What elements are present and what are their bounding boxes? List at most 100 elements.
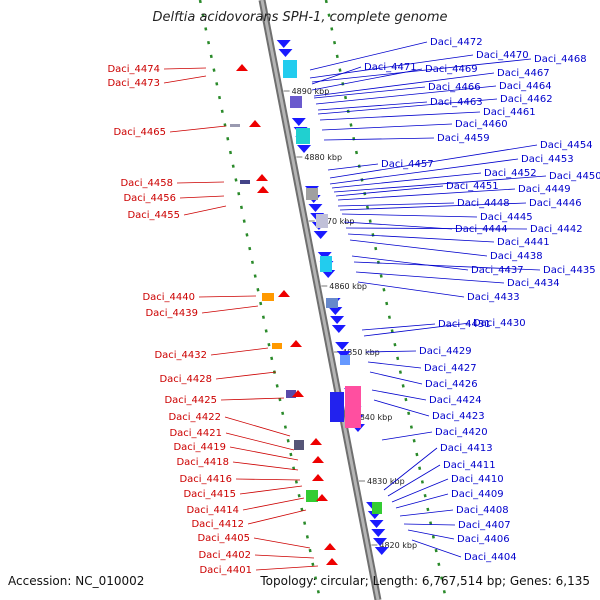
- forward-gene-label: Daci_4470: [476, 50, 529, 61]
- forward-gene-leader: [337, 188, 516, 201]
- reverse-gene-leader: [235, 478, 301, 481]
- reverse-gene-leader: [163, 67, 207, 70]
- reverse-gene-label: Daci_4405: [197, 533, 250, 544]
- kbp-label: 4820 kbp: [379, 541, 417, 550]
- forward-gene-label: Daci_4464: [499, 81, 552, 92]
- gene-feature-box: [230, 124, 240, 127]
- reverse-gene-label: Daci_4455: [127, 210, 180, 221]
- forward-gene-label: Daci_4424: [429, 395, 482, 406]
- forward-gene-leader: [329, 144, 538, 179]
- forward-gene-label: Daci_4423: [432, 411, 485, 422]
- forward-gene-leader: [315, 85, 497, 105]
- forward-gene-label: Daci_4450: [549, 171, 600, 182]
- forward-gene-arrow: [297, 145, 312, 153]
- forward-gene-label: Daci_4446: [529, 198, 582, 209]
- forward-gene-label: Daci_4462: [500, 94, 553, 105]
- forward-gene-label: Daci_4437: [471, 265, 524, 276]
- reverse-gene-leader: [247, 509, 307, 525]
- forward-gene-label: Daci_4444: [455, 224, 508, 235]
- forward-gene-label: Daci_4434: [507, 278, 560, 289]
- forward-gene-leader: [407, 529, 455, 540]
- forward-gene-arrow: [373, 538, 388, 546]
- forward-gene-label: Daci_4426: [425, 379, 478, 390]
- reverse-gene-label: Daci_4401: [199, 565, 252, 576]
- reverse-gene-leader: [169, 125, 227, 133]
- forward-gene-label: Daci_4427: [424, 363, 477, 374]
- reverse-gene-leader: [176, 181, 225, 184]
- forward-gene-leader: [327, 163, 379, 171]
- forward-gene-arrow: [276, 40, 291, 48]
- kbp-label: 4860 kbp: [329, 282, 367, 291]
- gene-feature-box: [283, 60, 297, 78]
- chromosome-backbone-highlight: [260, 0, 380, 600]
- forward-gene-label: Daci_4452: [484, 168, 537, 179]
- gene-feature-box: [296, 128, 310, 144]
- forward-gene-arrow: [291, 118, 306, 126]
- forward-gene-leader: [363, 322, 471, 337]
- reverse-gene-leader: [210, 347, 269, 356]
- reverse-gene-leader: [254, 554, 315, 559]
- reverse-gene-arrow: [310, 438, 322, 445]
- forward-gene-arrow: [374, 547, 389, 555]
- reverse-gene-label: Daci_4402: [198, 550, 251, 561]
- forward-gene-label: Daci_4461: [483, 107, 536, 118]
- kbp-label: 4840 kbp: [355, 413, 393, 422]
- forward-gene-leader: [337, 202, 455, 207]
- reverse-gene-label: Daci_4422: [168, 412, 221, 423]
- forward-gene-arrow: [371, 529, 386, 537]
- forward-gene-leader: [351, 255, 469, 271]
- map-title: Delftia acidovorans SPH-1, complete geno…: [152, 10, 448, 25]
- reverse-gene-label: Daci_4474: [107, 64, 160, 75]
- forward-gene-label: Daci_4460: [455, 119, 508, 130]
- reverse-gene-label: Daci_4432: [154, 350, 207, 361]
- reverse-gene-leader: [255, 565, 319, 571]
- forward-gene-arrow: [308, 204, 323, 212]
- forward-gene-leader: [309, 54, 474, 79]
- kbp-label: 4830 kbp: [367, 477, 405, 486]
- reverse-gene-arrow: [326, 558, 338, 565]
- kbp-label: 4880 kbp: [304, 153, 342, 162]
- genome-summary-text: Topology: circular; Length: 6,767,514 bp…: [260, 574, 590, 588]
- forward-gene-label: Daci_4469: [425, 64, 478, 75]
- forward-gene-leader: [365, 350, 417, 353]
- forward-gene-label: Daci_4413: [440, 443, 493, 454]
- forward-gene-label: Daci_4430: [473, 318, 526, 329]
- forward-gene-leader: [309, 41, 428, 71]
- forward-gene-label: Daci_4411: [443, 460, 496, 471]
- reverse-gene-label: Daci_4412: [191, 519, 244, 530]
- forward-gene-leader: [345, 227, 528, 230]
- gene-feature-box: [240, 180, 250, 184]
- reverse-gene-leader: [179, 195, 225, 199]
- reverse-gene-label: Daci_4418: [176, 457, 229, 468]
- reverse-gene-label: Daci_4440: [142, 292, 195, 303]
- reverse-gene-label: Daci_4439: [145, 308, 198, 319]
- forward-gene-label: Daci_4449: [518, 184, 571, 195]
- forward-gene-label: Daci_4431: [438, 319, 491, 330]
- forward-gene-leader: [353, 261, 541, 271]
- forward-gene-leader: [391, 478, 449, 503]
- reverse-gene-leader: [229, 446, 299, 461]
- forward-gene-leader: [317, 101, 428, 111]
- forward-gene-arrow: [313, 231, 328, 239]
- forward-gene-leader: [317, 98, 498, 115]
- forward-gene-leader: [395, 493, 449, 509]
- gene-feature-box: [286, 390, 296, 398]
- gene-feature-box: [290, 96, 302, 108]
- gene-feature-box: [306, 188, 318, 200]
- forward-gene-leader: [383, 447, 438, 491]
- reverse-gene-label: Daci_4425: [164, 395, 217, 406]
- reverse-gene-arrow: [316, 494, 328, 501]
- forward-gene-arrow: [278, 49, 293, 57]
- forward-gene-leader: [313, 72, 495, 97]
- forward-gene-label: Daci_4453: [521, 154, 574, 165]
- reverse-gene-arrow: [278, 290, 290, 297]
- forward-gene-leader: [311, 66, 362, 85]
- reverse-gene-arrow: [292, 390, 304, 397]
- forward-gene-label: Daci_4451: [446, 181, 499, 192]
- gene-feature-box: [330, 392, 344, 422]
- forward-gene-leader: [349, 239, 488, 257]
- reverse-gene-label: Daci_4415: [183, 489, 236, 500]
- forward-gene-leader: [319, 111, 481, 121]
